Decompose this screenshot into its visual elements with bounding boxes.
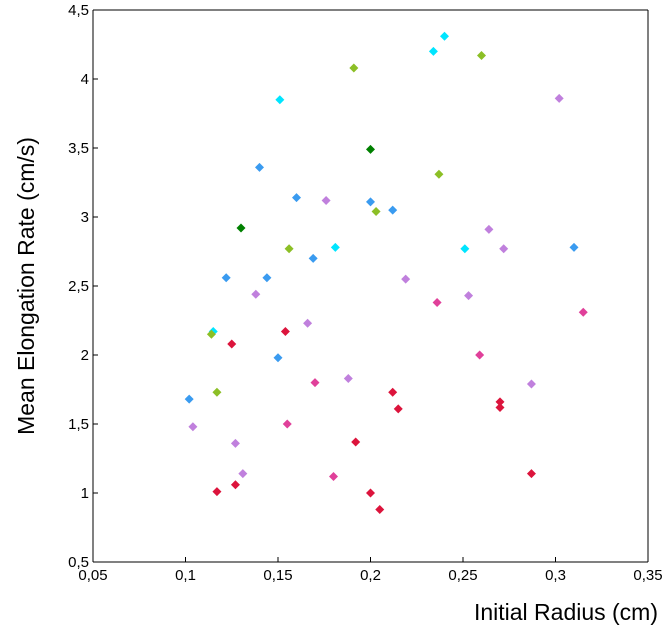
data-point-series-1 bbox=[388, 205, 398, 215]
y-tick-label: 4 bbox=[81, 71, 89, 88]
x-tick-label: 0,15 bbox=[263, 567, 292, 584]
x-tick-label: 0,35 bbox=[633, 567, 662, 584]
data-point-series-5 bbox=[310, 378, 320, 388]
data-point-series-2 bbox=[206, 329, 216, 339]
data-point-series-6 bbox=[526, 469, 536, 479]
data-point-series-2 bbox=[477, 51, 486, 61]
data-point-series-6 bbox=[393, 404, 403, 414]
y-tick-label: 1,5 bbox=[68, 416, 89, 433]
data-point-series-0 bbox=[428, 46, 438, 56]
data-point-series-6 bbox=[388, 387, 398, 397]
data-point-series-5 bbox=[578, 307, 588, 317]
data-point-series-0 bbox=[460, 244, 470, 254]
data-point-series-2 bbox=[349, 63, 359, 73]
data-point-series-5 bbox=[282, 419, 292, 429]
data-point-series-6 bbox=[212, 487, 222, 497]
y-axis-title: Mean Elongation Rate (cm/s) bbox=[13, 137, 39, 435]
y-tick-label: 0,5 bbox=[68, 554, 89, 571]
data-point-series-0 bbox=[330, 242, 340, 252]
y-tick-label: 4,5 bbox=[68, 2, 89, 19]
data-point-series-4 bbox=[303, 318, 313, 328]
data-point-series-4 bbox=[321, 195, 331, 205]
x-tick-label: 0,2 bbox=[360, 567, 381, 584]
data-point-series-1 bbox=[262, 273, 272, 283]
data-point-series-1 bbox=[273, 353, 283, 363]
axes bbox=[92, 9, 649, 563]
y-tick-label: 2,5 bbox=[68, 278, 89, 295]
data-point-series-5 bbox=[475, 350, 485, 360]
x-tick-label: 0,25 bbox=[448, 567, 477, 584]
data-point-series-1 bbox=[292, 193, 301, 203]
data-point-series-6 bbox=[366, 488, 375, 498]
x-tick-label: 0,3 bbox=[545, 567, 566, 584]
data-point-series-6 bbox=[227, 339, 237, 349]
data-point-series-2 bbox=[212, 387, 222, 397]
data-point-series-1 bbox=[308, 253, 318, 263]
data-point-series-6 bbox=[495, 402, 505, 412]
x-axis-title: Initial Radius (cm) bbox=[474, 599, 658, 625]
data-point-series-4 bbox=[401, 274, 411, 284]
data-point-series-3 bbox=[236, 223, 246, 233]
data-point-series-1 bbox=[184, 394, 194, 404]
y-tick-label: 3 bbox=[81, 209, 89, 226]
data-point-series-5 bbox=[329, 471, 338, 481]
data-point-series-6 bbox=[230, 480, 240, 490]
data-point-series-4 bbox=[238, 469, 248, 479]
data-point-series-4 bbox=[499, 244, 509, 254]
data-point-series-2 bbox=[434, 169, 444, 179]
y-tick-label: 2 bbox=[81, 347, 89, 364]
data-point-series-4 bbox=[230, 438, 240, 448]
data-point-series-4 bbox=[251, 289, 261, 299]
data-point-series-3 bbox=[366, 144, 375, 154]
data-point-series-4 bbox=[484, 224, 494, 234]
data-point-series-6 bbox=[351, 437, 361, 447]
x-tick-label: 0,05 bbox=[78, 567, 107, 584]
data-point-series-6 bbox=[495, 397, 505, 407]
data-point-series-4 bbox=[188, 422, 198, 432]
data-point-series-2 bbox=[284, 244, 294, 254]
data-point-series-2 bbox=[371, 206, 381, 216]
data-point-series-0 bbox=[440, 31, 449, 41]
y-tick-label: 1 bbox=[81, 485, 89, 502]
data-point-series-1 bbox=[366, 197, 375, 207]
data-point-series-4 bbox=[343, 373, 353, 383]
data-point-series-1 bbox=[569, 242, 579, 252]
data-point-series-4 bbox=[526, 379, 536, 389]
data-point-series-0 bbox=[275, 95, 285, 105]
data-points bbox=[184, 31, 588, 515]
x-tick-label: 0,1 bbox=[175, 567, 196, 584]
data-point-series-4 bbox=[464, 291, 474, 301]
data-point-series-6 bbox=[375, 505, 385, 515]
y-tick-label: 3,5 bbox=[68, 140, 89, 157]
data-point-series-4 bbox=[554, 93, 564, 103]
tick-labels: 0,05 0,1 0,15 0,2 0,25 0,3 0,35 0,5 1 1,5 2 2,5 3 3,5… bbox=[68, 2, 662, 584]
data-point-series-6 bbox=[280, 327, 290, 337]
data-point-series-1 bbox=[255, 162, 264, 172]
ticks bbox=[92, 9, 649, 563]
data-point-series-1 bbox=[221, 273, 231, 283]
data-point-series-5 bbox=[432, 298, 442, 308]
